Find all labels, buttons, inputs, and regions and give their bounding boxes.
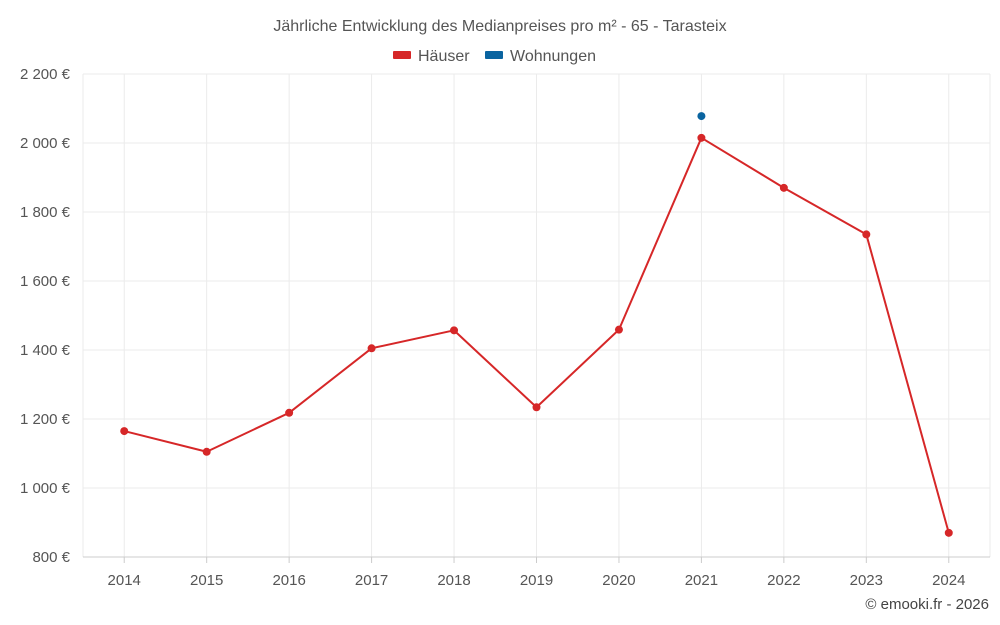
x-tick-label: 2020	[602, 572, 635, 589]
legend-item-wohnungen[interactable]: Wohnungen	[485, 48, 596, 65]
y-tick-label: 1 800 €	[20, 204, 71, 221]
x-tick-label: 2014	[108, 572, 141, 589]
y-tick-label: 2 200 €	[20, 66, 71, 83]
y-tick-label: 2 000 €	[20, 135, 71, 152]
y-tick-label: 1 400 €	[20, 342, 71, 359]
y-axis: 800 € 1 000 € 1 200 € 1 400 € 1 600 € 1 800 €…	[20, 66, 71, 566]
x-tick-label: 2024	[932, 572, 965, 589]
footer-credit: © emooki.fr - 2026	[865, 596, 989, 613]
data-point-haeuser[interactable]	[697, 133, 706, 142]
data-point-haeuser[interactable]	[614, 325, 623, 334]
data-point-haeuser[interactable]	[532, 403, 541, 412]
data-point-wohnungen[interactable]	[697, 112, 706, 121]
chart-title: Jährliche Entwicklung des Medianpreises …	[273, 18, 726, 35]
x-tick-label: 2019	[520, 572, 553, 589]
y-tick-label: 1 600 €	[20, 273, 71, 290]
legend-label-haeuser: Häuser	[418, 48, 470, 65]
data-point-haeuser[interactable]	[367, 344, 376, 353]
y-tick-label: 1 200 €	[20, 411, 71, 428]
legend-item-haeuser[interactable]: Häuser	[393, 48, 470, 65]
data-point-haeuser[interactable]	[779, 183, 788, 192]
x-tick-label: 2023	[850, 572, 883, 589]
x-tick-label: 2022	[767, 572, 800, 589]
x-tick-label: 2021	[685, 572, 718, 589]
data-point-haeuser[interactable]	[944, 528, 953, 537]
legend-swatch-wohnungen	[485, 51, 503, 59]
data-point-haeuser[interactable]	[202, 447, 211, 456]
data-point-haeuser[interactable]	[450, 326, 459, 335]
x-axis: 2014 2015 2016 2017 2018 2019 2020 2021 2022 2023…	[83, 556, 990, 589]
grid	[82, 73, 991, 557]
x-tick-label: 2016	[272, 572, 305, 589]
x-tick-label: 2017	[355, 572, 388, 589]
x-tick-label: 2015	[190, 572, 223, 589]
y-tick-label: 1 000 €	[20, 480, 71, 497]
legend: Häuser Wohnungen	[393, 48, 596, 65]
series	[120, 112, 953, 537]
series-wohnungen	[697, 112, 706, 121]
legend-label-wohnungen: Wohnungen	[510, 48, 596, 65]
x-tick-label: 2018	[437, 572, 470, 589]
series-haeuser	[120, 133, 953, 537]
y-tick-label: 800 €	[32, 549, 70, 566]
data-point-haeuser[interactable]	[862, 230, 871, 239]
data-point-haeuser[interactable]	[120, 427, 129, 436]
data-point-haeuser[interactable]	[285, 408, 294, 417]
legend-swatch-haeuser	[393, 51, 411, 59]
